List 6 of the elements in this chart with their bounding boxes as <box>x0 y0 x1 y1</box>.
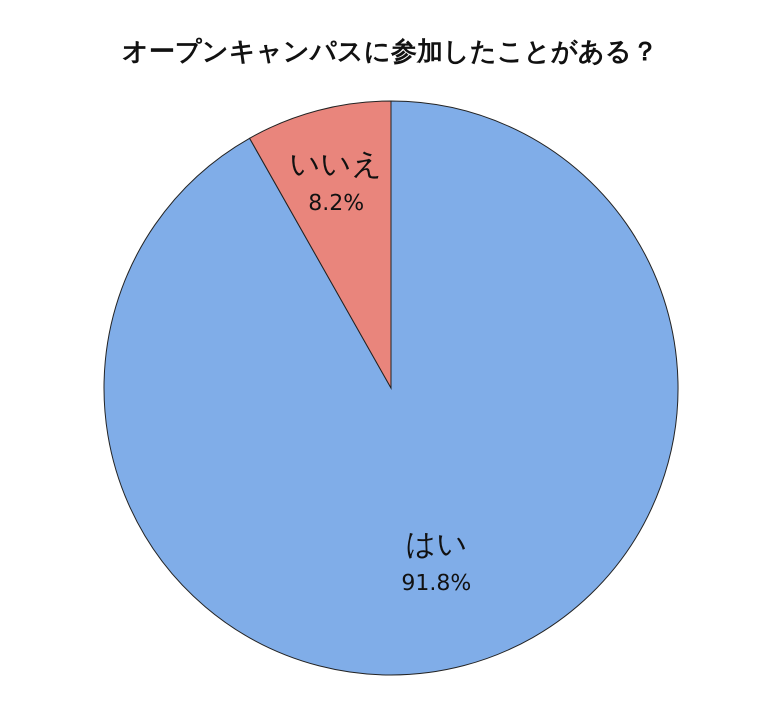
pie-slice <box>104 100 678 675</box>
chart-title: オープンキャンパスに参加したことがある？ <box>122 37 658 67</box>
slice-label: いいえ <box>290 146 383 182</box>
data-label: 91.8% <box>401 571 472 596</box>
slice-label: はい <box>405 527 468 562</box>
data-label: 8.2% <box>308 190 364 216</box>
